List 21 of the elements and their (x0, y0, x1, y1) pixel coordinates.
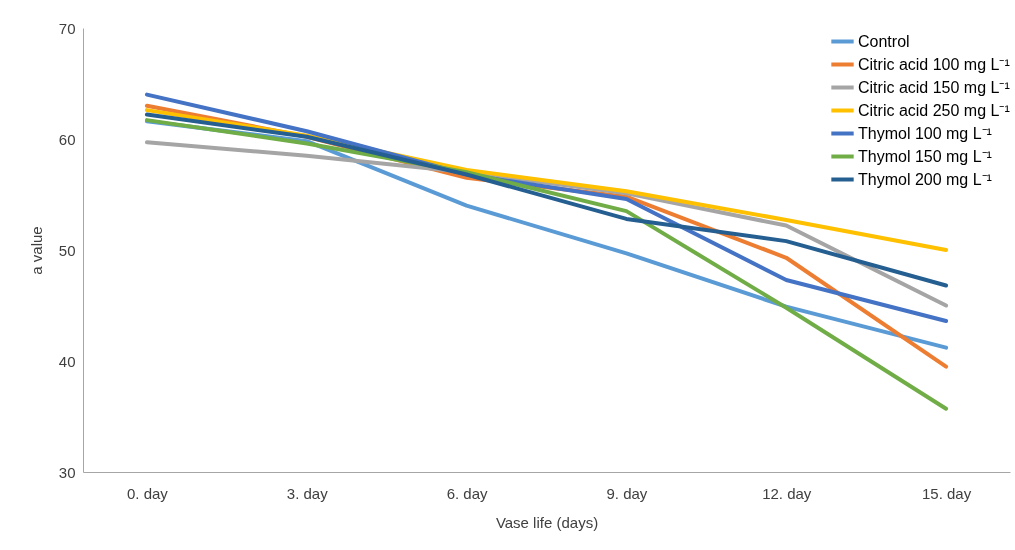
x-axis-title: Vase life (days) (495, 513, 599, 531)
legend-label: Citric acid 250 mg L⁻¹ (858, 101, 1010, 119)
legend-label: Thymol 100 mg L⁻¹ (858, 124, 992, 142)
x-tick-label: 3. day (286, 484, 329, 502)
legend-label: Citric acid 150 mg L⁻¹ (858, 78, 1010, 96)
y-tick-label: 30 (58, 463, 76, 481)
line-series (144, 118, 949, 411)
legend-label: Thymol 150 mg L⁻¹ (858, 147, 992, 165)
x-tick-label: 12. day (762, 484, 812, 502)
y-tick-label: 60 (58, 130, 76, 148)
y-tick-label: 70 (58, 19, 76, 37)
x-tick-label: 9. day (606, 484, 648, 502)
y-axis-title: a value (27, 226, 45, 275)
y-tick-label: 40 (58, 352, 76, 370)
legend-label: Thymol 200 mg L⁻¹ (858, 170, 992, 188)
x-tick-label: 15. day (921, 484, 972, 502)
legend-label: Citric acid 100 mg L⁻¹ (858, 55, 1010, 73)
x-tick-label: 6. day (446, 484, 489, 502)
x-tick-label: 0. day (126, 484, 169, 502)
legend-label: Control (858, 32, 910, 50)
y-tick-label: 50 (58, 241, 76, 259)
